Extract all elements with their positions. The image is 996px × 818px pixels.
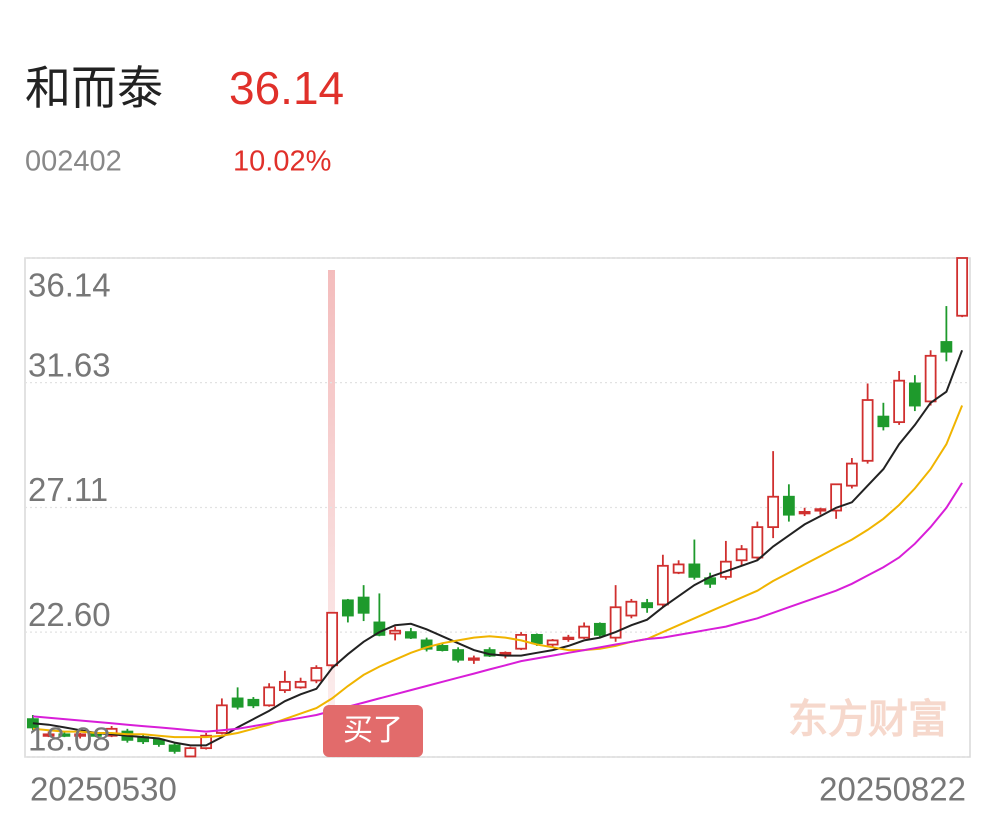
- y-tick-label: 18.08: [28, 721, 111, 758]
- candle-body: [672, 563, 685, 574]
- candle-body: [357, 596, 370, 614]
- candle-body: [625, 600, 638, 617]
- x-tick-label: 20250822: [819, 771, 966, 808]
- candle-body: [530, 633, 543, 645]
- candle-body: [231, 697, 244, 708]
- candle-body: [310, 667, 323, 682]
- candle-body: [420, 639, 433, 650]
- candle-body: [58, 733, 71, 737]
- stock-price: 36.14: [229, 62, 344, 114]
- candle-body: [908, 382, 921, 407]
- candle-body: [404, 631, 417, 639]
- candle-body: [373, 621, 386, 636]
- candle-body: [877, 415, 890, 428]
- candle-body: [688, 563, 701, 578]
- price-change: 10.02%: [233, 146, 331, 178]
- candle-body: [956, 257, 969, 317]
- candle-body: [893, 379, 906, 424]
- candle-body: [861, 399, 874, 462]
- candle-body: [341, 599, 354, 617]
- candle-body: [89, 733, 102, 737]
- candle-body: [735, 548, 748, 562]
- candle-body: [215, 704, 228, 734]
- candle-body: [798, 511, 811, 515]
- x-tick-label: 20250530: [30, 771, 177, 808]
- candle-body: [656, 564, 669, 606]
- candle-body: [74, 733, 87, 737]
- candle-body: [278, 680, 291, 692]
- candle-body: [782, 495, 795, 516]
- candle-body: [184, 747, 197, 758]
- ma-line: [32, 405, 964, 739]
- candle-body: [924, 354, 937, 403]
- candle-body: [562, 636, 575, 641]
- y-tick-label: 27.11: [28, 471, 108, 508]
- stock-name: 和而泰: [25, 62, 163, 114]
- y-tick-label: 36.14: [28, 267, 111, 304]
- candle-body: [436, 645, 449, 651]
- candle-body: [546, 639, 559, 646]
- candle-body: [704, 577, 717, 585]
- buy-highlight: [328, 270, 335, 710]
- candle-body: [294, 680, 307, 689]
- candle-body: [499, 651, 512, 656]
- candle-body: [751, 526, 764, 559]
- candle-body: [247, 698, 260, 707]
- candle-body: [389, 629, 402, 635]
- candle-body: [263, 686, 276, 707]
- candle-body: [609, 606, 622, 639]
- candle-body: [452, 649, 465, 661]
- stock-code: 002402: [25, 146, 122, 178]
- candle-body: [326, 611, 339, 667]
- candle-body: [845, 462, 858, 487]
- candle-body: [467, 657, 480, 661]
- y-tick-label: 22.60: [28, 596, 111, 633]
- buy-badge-label: 买了: [343, 714, 403, 747]
- y-tick-label: 31.63: [28, 346, 111, 383]
- candle-body: [578, 625, 591, 639]
- candle-body: [152, 738, 165, 745]
- candle-body: [641, 602, 654, 609]
- ma-line: [32, 482, 963, 733]
- candle-body: [830, 483, 843, 512]
- plot: [25, 257, 970, 758]
- watermark: 东方财富: [788, 698, 948, 742]
- candle-body: [168, 744, 181, 752]
- candle-body: [42, 733, 55, 737]
- ma-line: [32, 349, 964, 747]
- candle-body: [767, 495, 780, 529]
- buy-badge[interactable]: [323, 705, 423, 757]
- candle-body: [593, 622, 606, 636]
- candle-body: [940, 341, 953, 353]
- candle-body: [814, 508, 827, 512]
